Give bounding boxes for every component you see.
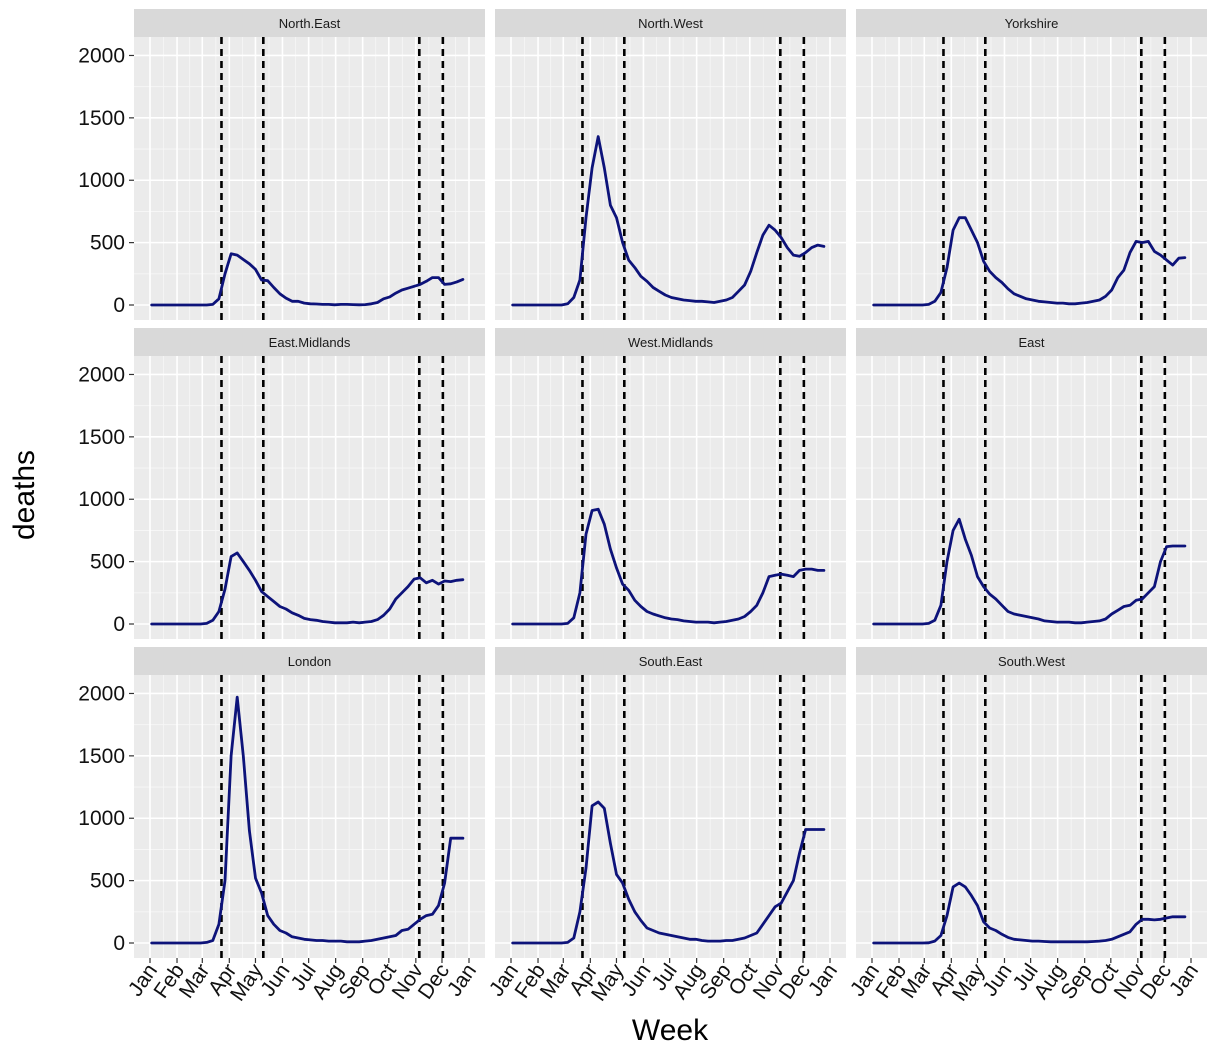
facet-strip — [856, 9, 1207, 37]
y-tick-label: 500 — [90, 232, 125, 255]
series-line — [872, 216, 1187, 307]
panel-background — [856, 37, 1207, 320]
facet-strip — [495, 328, 846, 356]
series-line — [150, 252, 465, 307]
panel-background — [495, 37, 846, 320]
x-tick-label: Jan — [804, 960, 842, 1001]
facet-strip — [856, 328, 1207, 356]
series-line — [872, 881, 1187, 945]
facet-strip-label: South.East — [639, 654, 703, 669]
y-tick-label: 0 — [113, 613, 125, 636]
facet-strip-label: North.West — [638, 16, 703, 31]
facet-strip-label: South.West — [998, 654, 1065, 669]
x-tick-label: Jan — [1165, 960, 1203, 1001]
series-line — [511, 507, 826, 626]
y-tick-label: 0 — [113, 294, 125, 317]
y-tick-label: 1000 — [78, 807, 125, 830]
panel-background — [134, 675, 485, 958]
panel-background — [856, 356, 1207, 639]
facet-strip — [134, 647, 485, 675]
panel-background — [134, 356, 485, 639]
facet-strip-label: East.Midlands — [269, 335, 351, 350]
y-tick-label: 1000 — [78, 169, 125, 192]
y-tick-label: 1500 — [78, 107, 125, 130]
facet-strip — [134, 328, 485, 356]
x-axis-title: Week — [632, 1014, 709, 1047]
y-tick-label: 500 — [90, 870, 125, 893]
series-line — [511, 135, 826, 307]
facet-strip — [856, 647, 1207, 675]
panel-background — [495, 675, 846, 958]
y-tick-label: 1500 — [78, 745, 125, 768]
facet-strip-label: West.Midlands — [628, 335, 714, 350]
facet-strip — [495, 9, 846, 37]
facet-strip-label: East — [1018, 335, 1044, 350]
panel-background — [856, 675, 1207, 958]
y-axis-title: deaths — [8, 450, 41, 540]
facet-strip-label: North.East — [279, 16, 341, 31]
y-tick-label: 2000 — [78, 363, 125, 386]
y-tick-label: 2000 — [78, 682, 125, 705]
facet-strip — [495, 647, 846, 675]
panel-background — [134, 37, 485, 320]
facet-strip-label: Yorkshire — [1005, 16, 1059, 31]
facet-strip-label: London — [288, 654, 331, 669]
series-line — [150, 551, 465, 626]
y-tick-label: 1500 — [78, 426, 125, 449]
y-tick-label: 2000 — [78, 44, 125, 67]
x-tick-label: Jan — [443, 960, 481, 1001]
y-tick-label: 0 — [113, 932, 125, 955]
series-line — [150, 695, 465, 945]
facet-strip — [134, 9, 485, 37]
y-tick-label: 1000 — [78, 488, 125, 511]
series-line — [511, 800, 826, 945]
y-tick-label: 500 — [90, 551, 125, 574]
panel-background — [495, 356, 846, 639]
series-line — [872, 517, 1187, 626]
